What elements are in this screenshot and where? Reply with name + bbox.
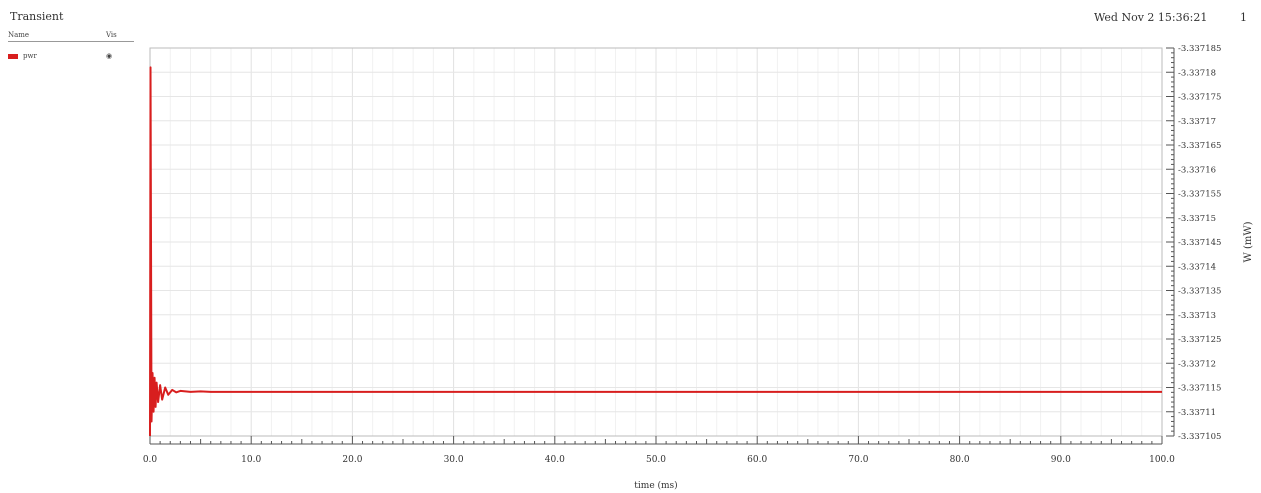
y-tick-label: -3.337135 [1178,287,1221,297]
x-tick-label: 10.0 [241,455,261,465]
y-tick-label: -3.33715 [1178,214,1216,224]
y-tick-label: -3.33712 [1178,359,1216,369]
y-tick-label: -3.33713 [1178,311,1216,321]
y-tick-label: -3.337155 [1178,190,1221,200]
series-layer [149,66,1162,437]
x-tick-label: 20.0 [342,455,362,465]
y-tick-label: -3.337115 [1178,384,1221,394]
x-tick-label: 0.0 [143,455,158,465]
y-tick-label: -3.337165 [1178,141,1221,151]
y-tick-label: -3.337105 [1178,432,1221,442]
visibility-icon[interactable]: ◉ [106,52,113,60]
window-title: Transient [10,10,64,23]
y-tick-label: -3.33714 [1178,262,1216,272]
y-tick-label: -3.33717 [1178,117,1216,127]
legend-header: Name Vis [8,31,134,42]
y-tick-label: -3.33711 [1178,408,1216,418]
x-tick-label: 40.0 [545,455,565,465]
y-axis: -3.337105 -3.33711 -3.337115 -3.33712 -3.337… [1166,44,1221,442]
x-tick-label: 90.0 [1051,455,1071,465]
legend-item-name: pwr [23,52,37,60]
page-number: 1 [1240,11,1247,24]
y-tick-label: -3.337185 [1178,44,1221,54]
series-line-pwr [149,66,1162,437]
x-axis-label: time (ms) [634,480,677,491]
y-tick-label: -3.337125 [1178,335,1221,345]
legend-swatch [8,54,18,59]
y-tick-label: -3.337145 [1178,238,1221,248]
y-axis-label: W (mW) [1243,221,1254,262]
x-tick-label: 100.0 [1149,455,1175,465]
x-tick-label: 30.0 [444,455,464,465]
grid [149,47,1163,437]
timestamp: Wed Nov 2 15:36:21 [1094,11,1208,24]
y-tick-label: -3.337175 [1178,93,1221,103]
x-tick-label: 70.0 [848,455,868,465]
x-tick-label: 60.0 [747,455,767,465]
x-tick-label: 50.0 [646,455,666,465]
x-tick-label: 80.0 [950,455,970,465]
legend-item-pwr[interactable]: pwr ◉ [8,52,134,62]
legend-col-name: Name [8,31,30,39]
x-axis: 0.0 10.0 20.0 30.0 40.0 50.0 60.0 70.0 80.0 90.0 1… [143,436,1175,465]
y-tick-label: -3.33718 [1178,68,1216,78]
y-tick-label: -3.33716 [1178,165,1216,175]
legend-col-vis: Vis [106,31,117,39]
